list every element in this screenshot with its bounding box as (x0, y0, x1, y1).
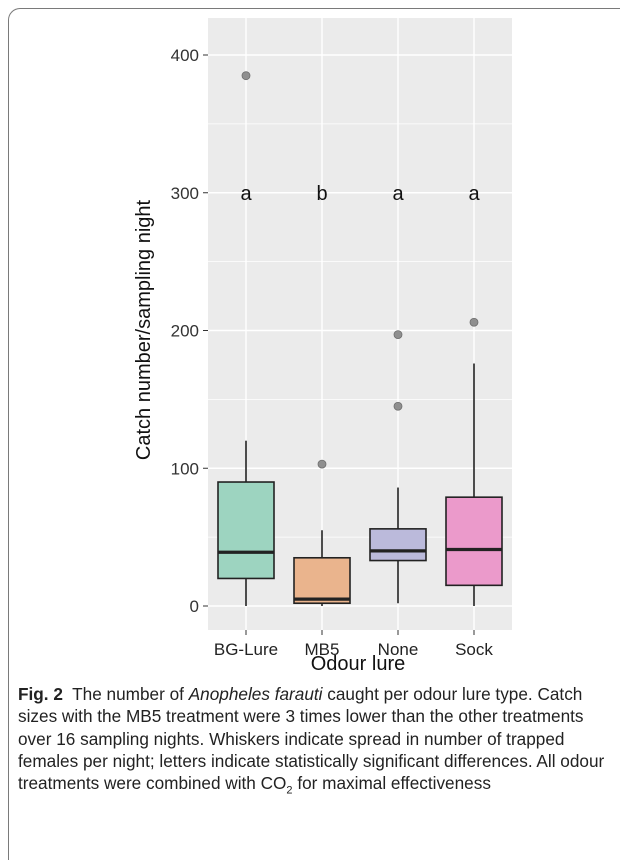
box-iqr (445, 496, 503, 587)
box-iqr (293, 556, 351, 605)
y-tick-label: 400 (171, 46, 199, 65)
significance-letter: a (240, 183, 252, 205)
significance-letter: b (316, 183, 327, 205)
figure-caption: Fig. 2 The number of Anopheles farauti c… (18, 683, 616, 797)
y-tick-label: 100 (171, 459, 199, 478)
box-iqr (217, 481, 275, 580)
box-plot: 0 100 200 300 400 a BG-Lure b MB5 a None a Sock Catch… (133, 18, 512, 675)
figure-frame (8, 8, 620, 860)
x-tick-label: MB5 (305, 640, 340, 659)
x-tick-label: BG-Lure (214, 640, 278, 659)
outlier-point (241, 71, 251, 81)
y-tick-label: 0 (190, 597, 199, 616)
outlier-point (317, 459, 327, 469)
x-tick-label: None (378, 640, 419, 659)
figure-label: Fig. 2 (18, 684, 63, 704)
significance-letter: a (392, 183, 404, 205)
co2-subscript: 2 (286, 784, 293, 797)
y-axis-title: Catch number/sampling night (133, 199, 155, 460)
caption-text-1: The number of (72, 684, 189, 704)
significance-letter: a (468, 183, 480, 205)
species-name: Anopheles farauti (188, 684, 323, 704)
x-axis-title: Odour lure (311, 653, 406, 675)
caption-text-3: for maximal effectiveness (292, 773, 491, 794)
box-group-bg-lure: a (217, 71, 275, 606)
box-group-none: a (369, 183, 427, 604)
y-tick-label: 200 (171, 322, 199, 341)
box-iqr (369, 528, 427, 562)
outlier-point (393, 401, 403, 411)
box-group-sock: a (445, 183, 503, 606)
caption-text-2: caught per odour lure type. Catch sizes … (18, 684, 605, 794)
y-tick-label: 300 (171, 184, 199, 203)
outlier-point (469, 317, 479, 327)
x-tick-label: Sock (455, 640, 493, 659)
outlier-point (393, 330, 403, 340)
box-group-mb5: b (293, 183, 351, 606)
